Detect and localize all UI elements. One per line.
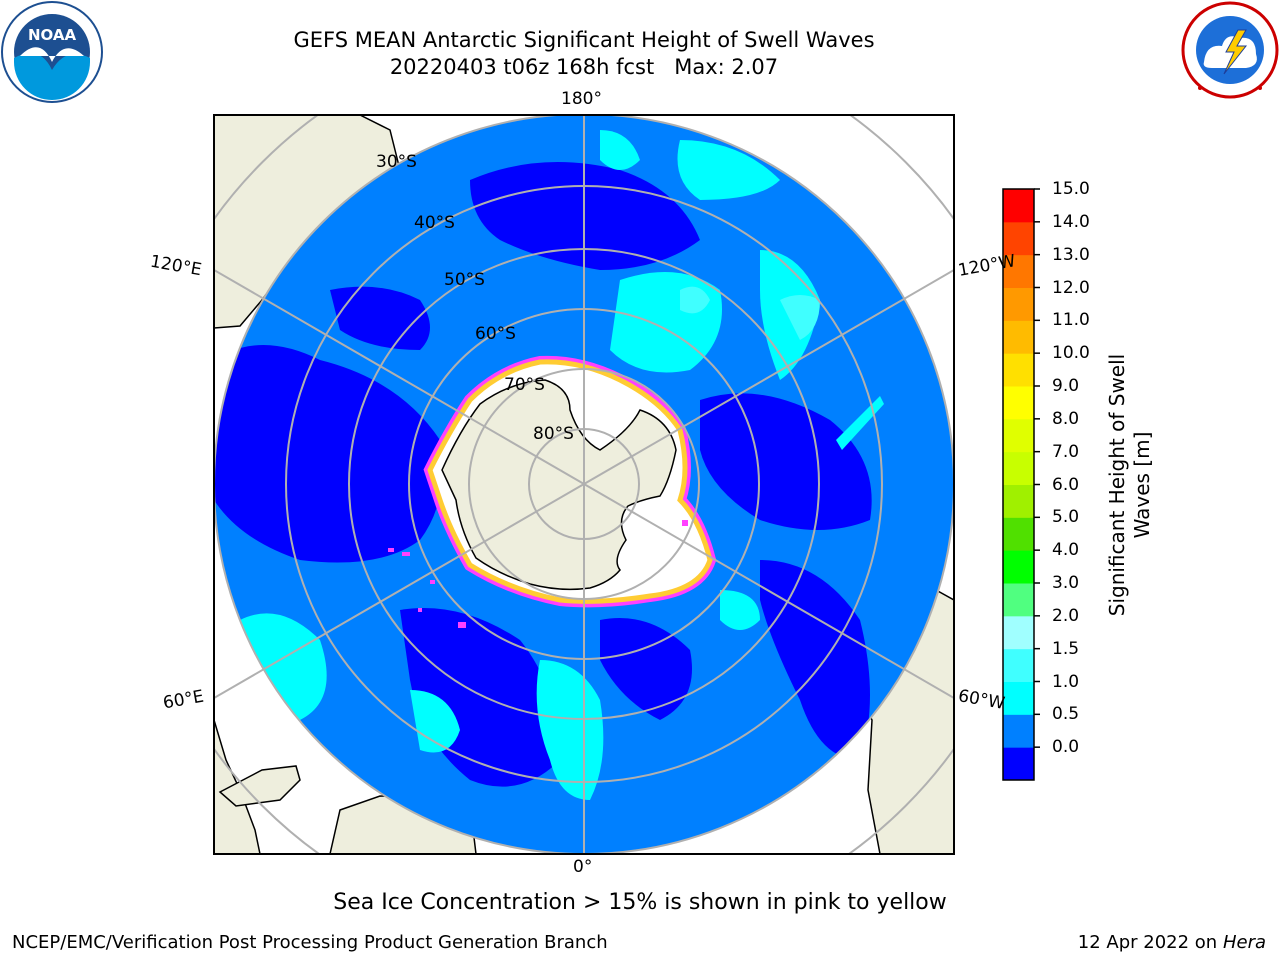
noaa-logo: NOAA: [1, 1, 103, 103]
lat-label-70s: 70°S: [504, 375, 545, 395]
noaa-logo-text: NOAA: [28, 26, 77, 44]
map-frame: [213, 114, 955, 855]
colorbar-segment: [1003, 320, 1034, 354]
colorbar-tick-label: 10.0: [1052, 343, 1090, 364]
colorbar-tick-label: 14.0: [1052, 211, 1090, 232]
colorbar-tick-label: 8.0: [1052, 408, 1080, 429]
colorbar-tick-label: 0.0: [1052, 737, 1080, 758]
lat-label-40s: 40°S: [414, 213, 455, 233]
colorbar-segment: [1003, 615, 1034, 650]
colorbar-segment: [1003, 517, 1034, 551]
colorbar-tick-label: 5.0: [1052, 507, 1080, 528]
colorbar-tick-label: 1.5: [1052, 638, 1080, 659]
colorbar-segment: [1003, 550, 1034, 584]
lat-label-50s: 50°S: [444, 270, 485, 290]
colorbar-tick-label: 2.0: [1052, 605, 1080, 626]
colorbar-segment: [1003, 254, 1034, 288]
colorbar-segment: [1003, 287, 1034, 321]
graticule: [214, 115, 954, 854]
colorbar-segment: [1003, 484, 1034, 518]
colorbar: [1003, 189, 1034, 781]
colorbar-tick-label: 7.0: [1052, 441, 1080, 462]
date-text: 12 Apr 2022 on: [1077, 932, 1223, 953]
colorbar-tick-label: 0.5: [1052, 704, 1080, 725]
colorbar-tick-label: 4.0: [1052, 540, 1080, 561]
sea-ice-specks: [388, 520, 688, 628]
colorbar-tick-label: 15.0: [1052, 179, 1090, 199]
colorbar-segment: [1003, 353, 1034, 387]
sea-ice-note: Sea Ice Concentration > 15% is shown in …: [333, 890, 947, 915]
colorbar-tick-label: 13.0: [1052, 244, 1090, 265]
lat-label-60s: 60°S: [475, 324, 516, 344]
colorbar-segment: [1003, 648, 1034, 682]
lon-label-0: 0°: [573, 857, 593, 877]
colorbar-tick-label: 6.0: [1052, 474, 1080, 495]
lat-label-80s: 80°S: [533, 424, 574, 444]
antarctica-continent: [441, 379, 677, 591]
map-subtitle: 20220403 t06z 168h fcst Max: 2.07: [389, 55, 779, 79]
colorbar-segment: [1003, 583, 1034, 617]
colorbar-tick-label: 12.0: [1052, 277, 1090, 298]
colorbar-title: Significant Height of Swell Waves [m]: [1105, 353, 1154, 617]
colorbar-segment: [1003, 418, 1034, 453]
colorbar-tick-label: 1.0: [1052, 671, 1080, 692]
colorbar-tick-label: 11.0: [1052, 310, 1090, 331]
map-title: GEFS MEAN Antarctic Significant Height o…: [293, 28, 875, 52]
colorbar-segment: [1003, 189, 1034, 223]
machine-name: Hera: [1222, 932, 1266, 953]
colorbar-segment: [1003, 747, 1034, 781]
colorbar-segment: [1003, 714, 1034, 748]
colorbar-segment: [1003, 386, 1034, 420]
nws-logo: [1181, 1, 1279, 99]
lon-label-180: 180°: [561, 89, 602, 109]
credit-line: NCEP/EMC/Verification Post Processing Pr…: [12, 932, 608, 953]
date-line: 12 Apr 2022 on Hera: [1078, 932, 1266, 953]
colorbar-segment: [1003, 681, 1034, 715]
colorbar-segment: [1003, 451, 1034, 485]
lat-label-30s: 30°S: [376, 152, 417, 172]
colorbar-segment: [1003, 221, 1034, 256]
colorbar-tick-label: 9.0: [1052, 376, 1080, 396]
colorbar-tick-label: 3.0: [1052, 573, 1080, 593]
